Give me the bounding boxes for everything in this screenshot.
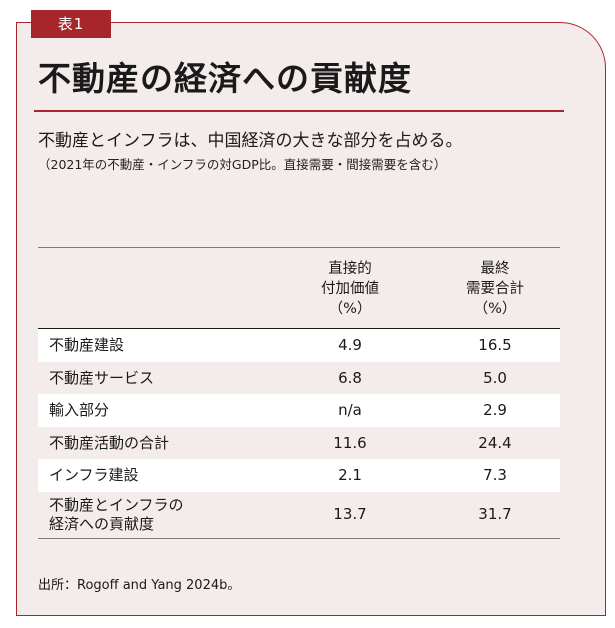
final-demand-cell: 16.5 [478,336,512,354]
table-note: （2021年の不動産・インフラの対GDP比。直接需要・間接需要を含む） [38,157,447,172]
row-label: 不動産サービス [49,368,155,387]
final-demand-cell: 5.0 [483,368,507,387]
data-table: 直接的 付加価値 （%） 最終 需要合計 （%） 不動産建設 4.9 16.5 … [38,247,560,539]
table-header: 直接的 付加価値 （%） 最終 需要合計 （%） [38,248,560,329]
final-demand-cell: 24.4 [478,433,512,452]
column-header-line: 需要合計 [466,281,524,297]
column-header-line: 最終 [480,261,510,277]
row-label-line: 経済への貢献度 [49,514,155,533]
direct-value-cell: 6.8 [338,368,362,387]
final-demand-cell: 2.9 [483,401,507,419]
table-row: 不動産サービス 6.8 5.0 [38,362,560,395]
row-label: インフラ建設 [49,466,139,484]
direct-value-cell: 2.1 [338,466,362,484]
table-row: インフラ建設 2.1 7.3 [38,459,560,492]
final-demand-cell: 31.7 [478,504,512,523]
table-row: 不動産とインフラの 経済への貢献度 13.7 31.7 [38,492,560,538]
row-label: 不動産とインフラの 経済への貢献度 [49,496,184,534]
source-note: 出所：Rogoff and Yang 2024b。 [38,578,241,593]
column-header-final-demand: 最終 需要合計 （%） [425,259,565,319]
column-header-line: （%） [473,301,517,317]
table-row: 輸入部分 n/a 2.9 [38,394,560,427]
column-header-line: 付加価値 [321,281,379,297]
row-label: 不動産活動の合計 [49,433,170,452]
direct-value-cell: 11.6 [333,433,367,452]
row-label-line: 不動産とインフラの [49,495,184,514]
row-label: 輸入部分 [49,401,110,419]
direct-value-cell: n/a [338,401,362,419]
subtitle: 不動産とインフラは、中国経済の大きな部分を占める。 [38,131,463,151]
column-header-line: （%） [328,301,372,317]
direct-value-cell: 4.9 [338,336,362,354]
table-number-tag: 表1 [31,10,111,38]
table-row: 不動産活動の合計 11.6 24.4 [38,427,560,460]
title-divider [34,110,564,112]
page-title: 不動産の経済への貢献度 [38,59,412,98]
final-demand-cell: 7.3 [483,466,507,484]
column-header-direct-value-added: 直接的 付加価値 （%） [280,259,420,319]
column-header-line: 直接的 [328,261,372,277]
direct-value-cell: 13.7 [333,504,367,523]
row-label: 不動産建設 [49,336,125,354]
figure-panel [16,22,606,616]
table-row: 不動産建設 4.9 16.5 [38,329,560,362]
